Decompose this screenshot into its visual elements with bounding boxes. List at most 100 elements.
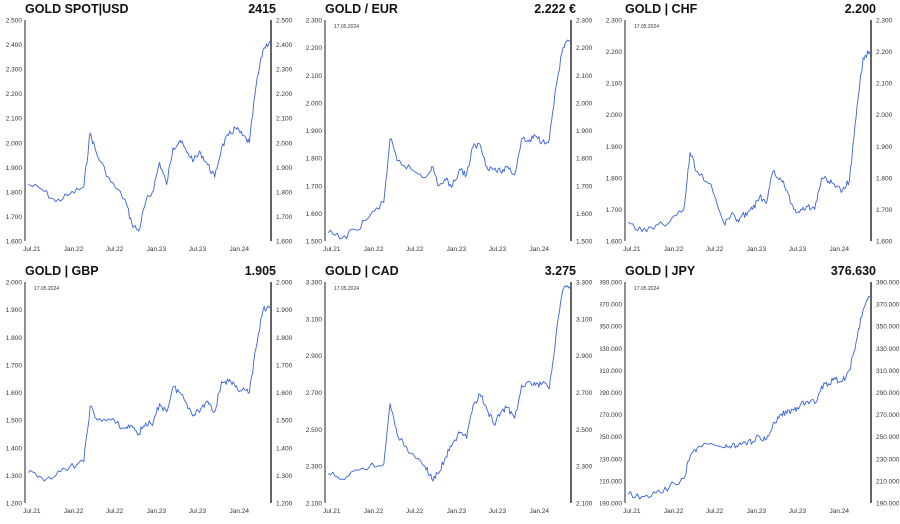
line-chart: 1.600 1.600 1.700 1.700 1.800 1.800 1.900 1.900… <box>606 18 893 254</box>
y-tick-label: 2.300 <box>6 67 23 74</box>
y-tick-label: 2.000 <box>276 280 293 287</box>
x-tick-label: Jul.23 <box>789 246 807 253</box>
y-tick-label: 2.100 <box>606 81 623 88</box>
y-tick-label: 2.100 <box>576 501 593 508</box>
x-tick-label: Jan.24 <box>529 508 549 515</box>
y-tick-label: 3.100 <box>576 316 593 323</box>
current-price: 1.905 <box>244 264 276 278</box>
y-tick-label: 1.500 <box>276 418 293 425</box>
y-tick-label: 2.100 <box>6 116 23 123</box>
y-tick-label: 2.900 <box>576 353 593 360</box>
y-tick-label: 1.900 <box>876 144 893 151</box>
y-tick-label: 330.000 <box>600 346 622 353</box>
y-tick-label: 2.200 <box>276 91 293 98</box>
chart-title: GOLD / EUR <box>325 2 398 16</box>
current-price: 3.275 <box>544 264 576 278</box>
y-tick-label: 330.000 <box>876 346 900 353</box>
x-tick-label: Jan.24 <box>229 246 249 253</box>
y-tick-label: 2.700 <box>576 390 593 397</box>
y-tick-label: 2.000 <box>6 280 23 287</box>
y-tick-label: 2.100 <box>576 73 593 80</box>
x-tick-label: Jan.23 <box>447 246 467 253</box>
y-tick-label: 1.800 <box>606 175 623 182</box>
price-series-line <box>627 50 871 233</box>
x-tick-label: Jan.22 <box>364 246 384 253</box>
y-tick-label: 2.000 <box>306 100 323 107</box>
x-tick-label: Jul.22 <box>706 508 724 515</box>
y-tick-label: 2.200 <box>6 91 23 98</box>
y-tick-label: 390.000 <box>600 280 622 287</box>
date-note: 17.05.2024 <box>634 24 659 30</box>
y-tick-label: 1.600 <box>606 239 623 246</box>
x-tick-label: Jul.23 <box>189 508 207 515</box>
line-chart: 1.600 1.600 1.700 1.700 1.800 1.800 1.900 1.900… <box>6 18 293 254</box>
y-tick-label: 1.700 <box>276 362 293 369</box>
price-series-line <box>327 39 571 240</box>
y-tick-label: 250.000 <box>600 434 622 441</box>
y-tick-label: 2.100 <box>276 116 293 123</box>
date-note: 17.05.2024 <box>634 286 659 292</box>
chart-title: GOLD | CHF <box>625 2 698 16</box>
x-tick-label: Jul.22 <box>106 508 124 515</box>
current-price: 2415 <box>248 2 276 16</box>
y-tick-label: 2.300 <box>306 464 323 471</box>
y-tick-label: 290.000 <box>600 390 622 397</box>
y-tick-label: 350.000 <box>600 324 622 331</box>
x-tick-label: Jul.21 <box>323 508 341 515</box>
y-tick-label: 1.700 <box>576 183 593 190</box>
y-tick-label: 1.300 <box>6 473 23 480</box>
x-tick-label: Jan.24 <box>229 508 249 515</box>
x-tick-label: Jul.22 <box>406 508 424 515</box>
line-chart: 2.100 2.100 2.300 2.300 2.500 2.500 2.700 2.700… <box>306 280 593 516</box>
x-tick-label: Jul.23 <box>789 508 807 515</box>
y-tick-label: 2.500 <box>276 18 293 25</box>
y-tick-label: 2.500 <box>306 427 323 434</box>
y-tick-label: 1.900 <box>6 165 23 172</box>
y-tick-label: 1.900 <box>606 144 623 151</box>
y-tick-label: 1.500 <box>576 239 593 246</box>
current-price: 376.630 <box>830 264 876 278</box>
y-tick-label: 1.600 <box>276 239 293 246</box>
chart-panel-gold-gbp: 1.200 1.200 1.300 1.300 1.400 1.400 1.500 1.500… <box>0 262 300 524</box>
y-tick-label: 2.900 <box>306 353 323 360</box>
y-tick-label: 2.300 <box>576 464 593 471</box>
price-series-line <box>28 40 271 232</box>
y-tick-label: 2.100 <box>876 81 893 88</box>
y-tick-label: 270.000 <box>600 412 622 419</box>
y-tick-label: 3.300 <box>576 280 593 287</box>
y-tick-label: 2.100 <box>306 73 323 80</box>
y-tick-label: 370.000 <box>876 302 900 309</box>
y-tick-label: 1.600 <box>6 239 23 246</box>
y-tick-label: 350.000 <box>876 324 900 331</box>
y-tick-label: 2.300 <box>876 18 893 25</box>
y-tick-label: 2.000 <box>876 112 893 119</box>
line-chart: 1.500 1.500 1.600 1.600 1.700 1.700 1.800 1.800… <box>306 18 593 254</box>
y-tick-label: 2.000 <box>606 112 623 119</box>
y-tick-label: 2.200 <box>576 45 593 52</box>
y-tick-label: 2.500 <box>6 18 23 25</box>
y-tick-label: 1.800 <box>276 335 293 342</box>
x-tick-label: Jan.23 <box>747 246 767 253</box>
x-tick-label: Jul.21 <box>323 246 341 253</box>
y-tick-label: 230.000 <box>876 456 900 463</box>
y-tick-label: 2.100 <box>306 501 323 508</box>
y-tick-label: 2.300 <box>576 18 593 25</box>
y-tick-label: 210.000 <box>600 478 622 485</box>
y-tick-label: 2.700 <box>306 390 323 397</box>
chart-panel-gold-eur: 1.500 1.500 1.600 1.600 1.700 1.700 1.800 1.800… <box>300 0 600 262</box>
y-tick-label: 1.700 <box>306 183 323 190</box>
x-tick-label: Jul.22 <box>706 246 724 253</box>
y-tick-label: 1.700 <box>6 362 23 369</box>
x-tick-label: Jan.24 <box>829 508 849 515</box>
x-tick-label: Jan.23 <box>147 508 167 515</box>
chart-panel-gold-cad: 2.100 2.100 2.300 2.300 2.500 2.500 2.700 2.700… <box>300 262 600 524</box>
x-tick-label: Jul.23 <box>189 246 207 253</box>
x-tick-label: Jan.24 <box>529 246 549 253</box>
y-tick-label: 1.900 <box>576 128 593 135</box>
x-tick-label: Jan.23 <box>147 246 167 253</box>
chart-title: GOLD SPOT|USD <box>25 2 129 16</box>
y-tick-label: 290.000 <box>876 390 900 397</box>
y-tick-label: 1.600 <box>306 211 323 218</box>
y-tick-label: 1.600 <box>876 239 893 246</box>
price-series-line <box>627 295 871 500</box>
